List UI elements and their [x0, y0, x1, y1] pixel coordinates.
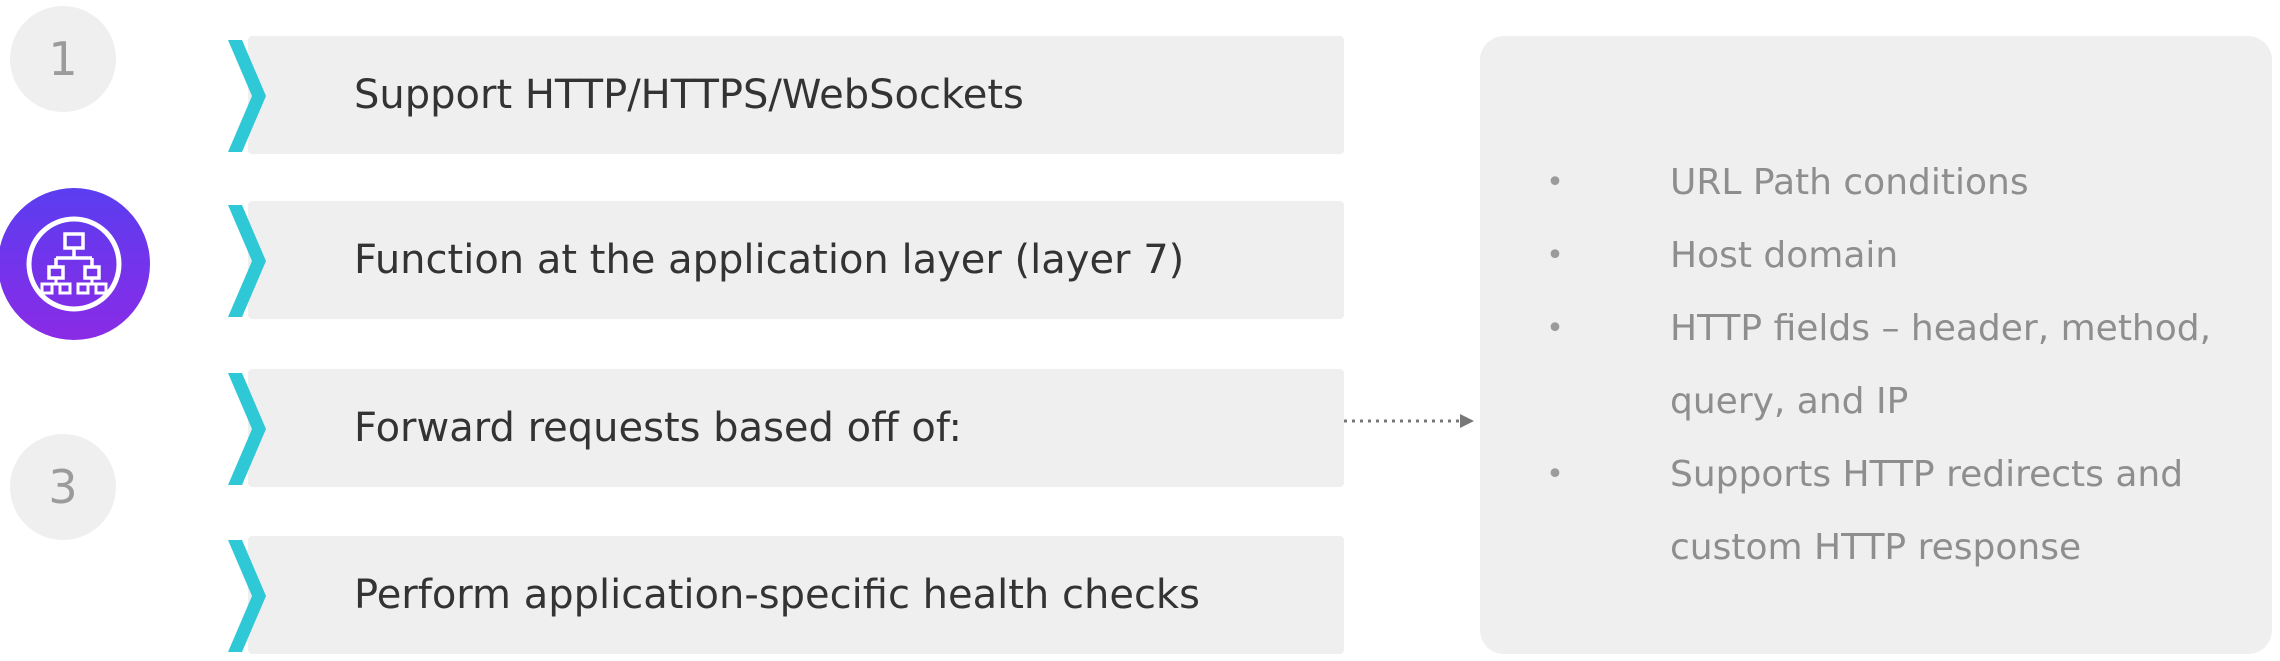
- bullet-icon: •: [1546, 165, 1564, 200]
- criteria-item-text: URL Path conditions: [1670, 162, 2029, 203]
- step-1-number: 1: [48, 32, 78, 86]
- feature-row-3: [248, 369, 1344, 487]
- criteria-item: • Host domain: [1540, 219, 2240, 292]
- feature-row-1-text: Support HTTP/HTTPS/WebSockets: [354, 72, 1024, 118]
- dotted-arrow-connector: [1344, 414, 1474, 428]
- chevron-right-icon: [228, 540, 266, 652]
- forwarding-criteria-panel: • URL Path conditions • Host domain • HT…: [1480, 36, 2272, 654]
- step-3-number: 3: [48, 460, 78, 514]
- bullet-icon: •: [1546, 457, 1564, 492]
- criteria-item: • HTTP fields – header, method, query, a…: [1540, 292, 2240, 438]
- chevron-right-icon: [228, 40, 266, 152]
- criteria-item-text: Supports HTTP redirects and custom HTTP …: [1670, 454, 2184, 568]
- bullet-icon: •: [1546, 311, 1564, 346]
- feature-row-3-text: Forward requests based off of:: [354, 405, 962, 451]
- feature-row-1: [248, 36, 1344, 154]
- criteria-item-text: Host domain: [1670, 235, 1899, 276]
- bullet-icon: •: [1546, 238, 1564, 273]
- chevron-right-icon: [228, 205, 266, 317]
- chevron-right-icon: [228, 373, 266, 485]
- step-3-circle: 3: [10, 434, 116, 540]
- feature-row-4-text: Perform application-specific health chec…: [354, 572, 1200, 618]
- criteria-item: • URL Path conditions: [1540, 146, 2240, 219]
- feature-row-2-text: Function at the application layer (layer…: [354, 237, 1185, 283]
- criteria-list: • URL Path conditions • Host domain • HT…: [1540, 146, 2240, 584]
- step-2-circle-active: [0, 188, 150, 340]
- feature-row-2: [248, 201, 1344, 319]
- feature-row-4: [248, 536, 1344, 654]
- criteria-item: • Supports HTTP redirects and custom HTT…: [1540, 438, 2240, 584]
- criteria-item-text: HTTP fields – header, method, query, and…: [1670, 308, 2212, 422]
- step-1-circle: 1: [10, 6, 116, 112]
- network-hierarchy-icon: [26, 216, 122, 312]
